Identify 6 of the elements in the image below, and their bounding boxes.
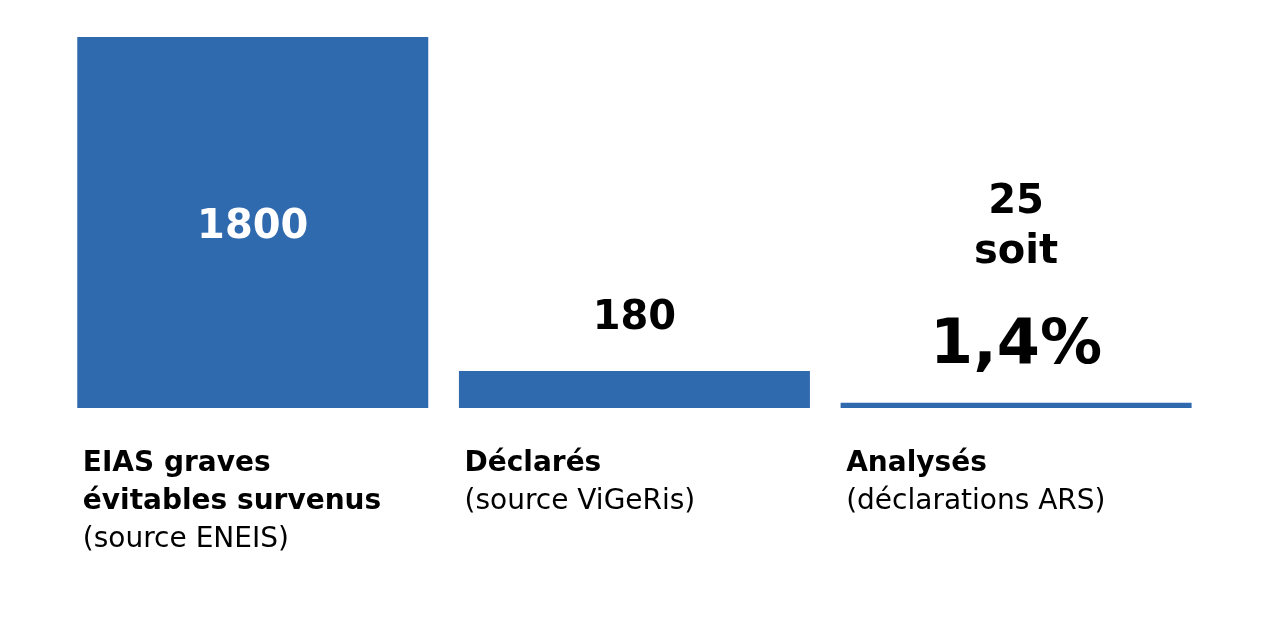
- data-label: 25 soit 1,4%: [930, 175, 1103, 378]
- x-tick-label: Déclarés (source ViGeRis): [464, 445, 696, 516]
- data-label: 180: [592, 291, 677, 338]
- x-tick-label: EIAS graves évitables survenus (source ENEIS): [82, 445, 382, 554]
- x-tick-label: Analysés (déclarations ARS): [846, 445, 1106, 516]
- data-label: 1800: [197, 200, 309, 247]
